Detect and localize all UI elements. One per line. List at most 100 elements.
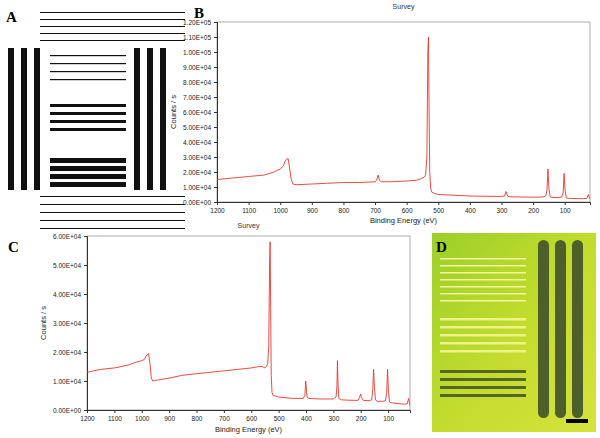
tick-label: 3.00E+04	[53, 320, 81, 327]
tick-label: 8.00E+04	[183, 79, 211, 86]
tick-mark	[84, 352, 87, 353]
tick-label: 300	[497, 207, 508, 214]
tick-mark	[214, 202, 217, 203]
tick-label: 1.00E+04	[183, 184, 211, 191]
panel-d	[432, 233, 596, 432]
tick-mark	[84, 265, 87, 266]
tick: 1.00E+04	[53, 378, 87, 385]
plot-frame	[217, 22, 590, 202]
tick: 4.00E+04	[183, 139, 217, 146]
tick: 3.00E+04	[53, 320, 87, 327]
tick-mark	[84, 236, 87, 237]
pattern-line	[40, 19, 185, 20]
tick-mark	[169, 410, 170, 413]
tick-label: 100	[383, 415, 394, 422]
scale-bar	[566, 419, 588, 423]
tick-label: 900	[307, 207, 318, 214]
tick-mark	[533, 202, 534, 205]
tick-mark	[224, 410, 225, 413]
tick-label: 200	[528, 207, 539, 214]
tick-label: 500	[274, 415, 285, 422]
tick: 5.00E+04	[183, 124, 217, 131]
tick: 100	[560, 202, 571, 214]
x-axis: 120011001000900800700600500400300200100	[210, 202, 590, 214]
tick-mark	[306, 410, 307, 413]
tick: 4.00E+04	[53, 291, 87, 298]
tick-label: 1.00E+04	[53, 378, 81, 385]
tick-label: 100	[560, 207, 571, 214]
light-line	[440, 258, 526, 260]
pattern-bar	[160, 48, 166, 190]
tick-mark	[214, 187, 217, 188]
tick: 8.00E+04	[183, 79, 217, 86]
fluorescence-image	[432, 233, 596, 432]
tick-mark	[214, 142, 217, 143]
tick: 3.00E+04	[183, 154, 217, 161]
axis-line	[214, 23, 218, 203]
pattern-line	[50, 166, 126, 171]
tick-mark	[438, 202, 439, 205]
light-line	[440, 279, 526, 281]
pattern-line	[40, 40, 185, 41]
light-line	[440, 350, 526, 353]
tick-label: 6.00E+04	[183, 109, 211, 116]
pattern-line	[50, 174, 126, 179]
tick-mark	[280, 202, 281, 205]
dark-line	[440, 386, 526, 389]
tick-label: 3.00E+04	[183, 154, 211, 161]
y-axis-title: Counts / s	[39, 306, 48, 340]
tick-label: 9.00E+04	[183, 64, 211, 71]
tick-label: 5.00E+04	[53, 262, 81, 269]
tick: 0.00E+00	[53, 407, 87, 414]
pattern-line	[40, 196, 185, 197]
tick-mark	[470, 202, 471, 205]
tick-mark	[407, 202, 408, 205]
tick-label: 1200	[80, 415, 95, 422]
tick: 1.20E+05	[183, 19, 217, 26]
tick-label: 4.00E+04	[183, 139, 211, 146]
x-axis: 120011001000900800700600500400300200100	[80, 410, 410, 422]
tick-label: 800	[339, 207, 350, 214]
axis-line	[88, 411, 411, 414]
tick-mark	[214, 82, 217, 83]
tick: 1.10E+05	[183, 34, 217, 41]
pattern-line	[40, 228, 185, 229]
pattern-bar	[134, 48, 140, 190]
chart: 1200110010009008007006005004003002001000…	[169, 3, 591, 225]
tick: 2.00E+04	[183, 169, 217, 176]
tick-mark	[114, 410, 115, 413]
tick: 7.00E+04	[183, 94, 217, 101]
tick-mark	[84, 410, 87, 411]
panel-label: D	[436, 239, 447, 255]
chart-title: Survey	[393, 3, 415, 11]
y-axis: 0.00E+001.00E+042.00E+043.00E+044.00E+04…	[183, 19, 218, 206]
tick-label: 2.00E+04	[53, 349, 81, 356]
axis-line	[218, 203, 591, 206]
tick-mark	[84, 323, 87, 324]
tick-label: 1.10E+05	[183, 34, 211, 41]
dark-bar	[538, 240, 549, 418]
light-line	[440, 272, 526, 274]
tick: 1.00E+05	[183, 49, 217, 56]
tick: 1200	[80, 410, 95, 422]
light-line	[440, 293, 526, 295]
tick: 600	[402, 202, 413, 214]
tick-label: 1.00E+05	[183, 49, 211, 56]
tick-mark	[214, 172, 217, 173]
tick-label: 1200	[210, 207, 225, 214]
pattern-line	[50, 79, 126, 80]
tick: 500	[274, 410, 285, 422]
light-line	[440, 334, 526, 337]
light-line	[440, 326, 526, 329]
tick-label: 900	[164, 415, 175, 422]
tick-mark	[333, 410, 334, 413]
tick: 400	[465, 202, 476, 214]
tick: 5.00E+04	[53, 262, 87, 269]
y-axis: 0.00E+00 1.00E+04 2.00E+04 3.00E+04 4.00E+04…	[53, 233, 88, 414]
tick: 600	[246, 410, 257, 422]
tick-mark	[142, 410, 143, 413]
tick-mark	[279, 410, 280, 413]
tick-mark	[388, 410, 389, 413]
chart: 1200110010009008007006005004003002001000…	[39, 222, 411, 434]
light-line	[440, 342, 526, 345]
